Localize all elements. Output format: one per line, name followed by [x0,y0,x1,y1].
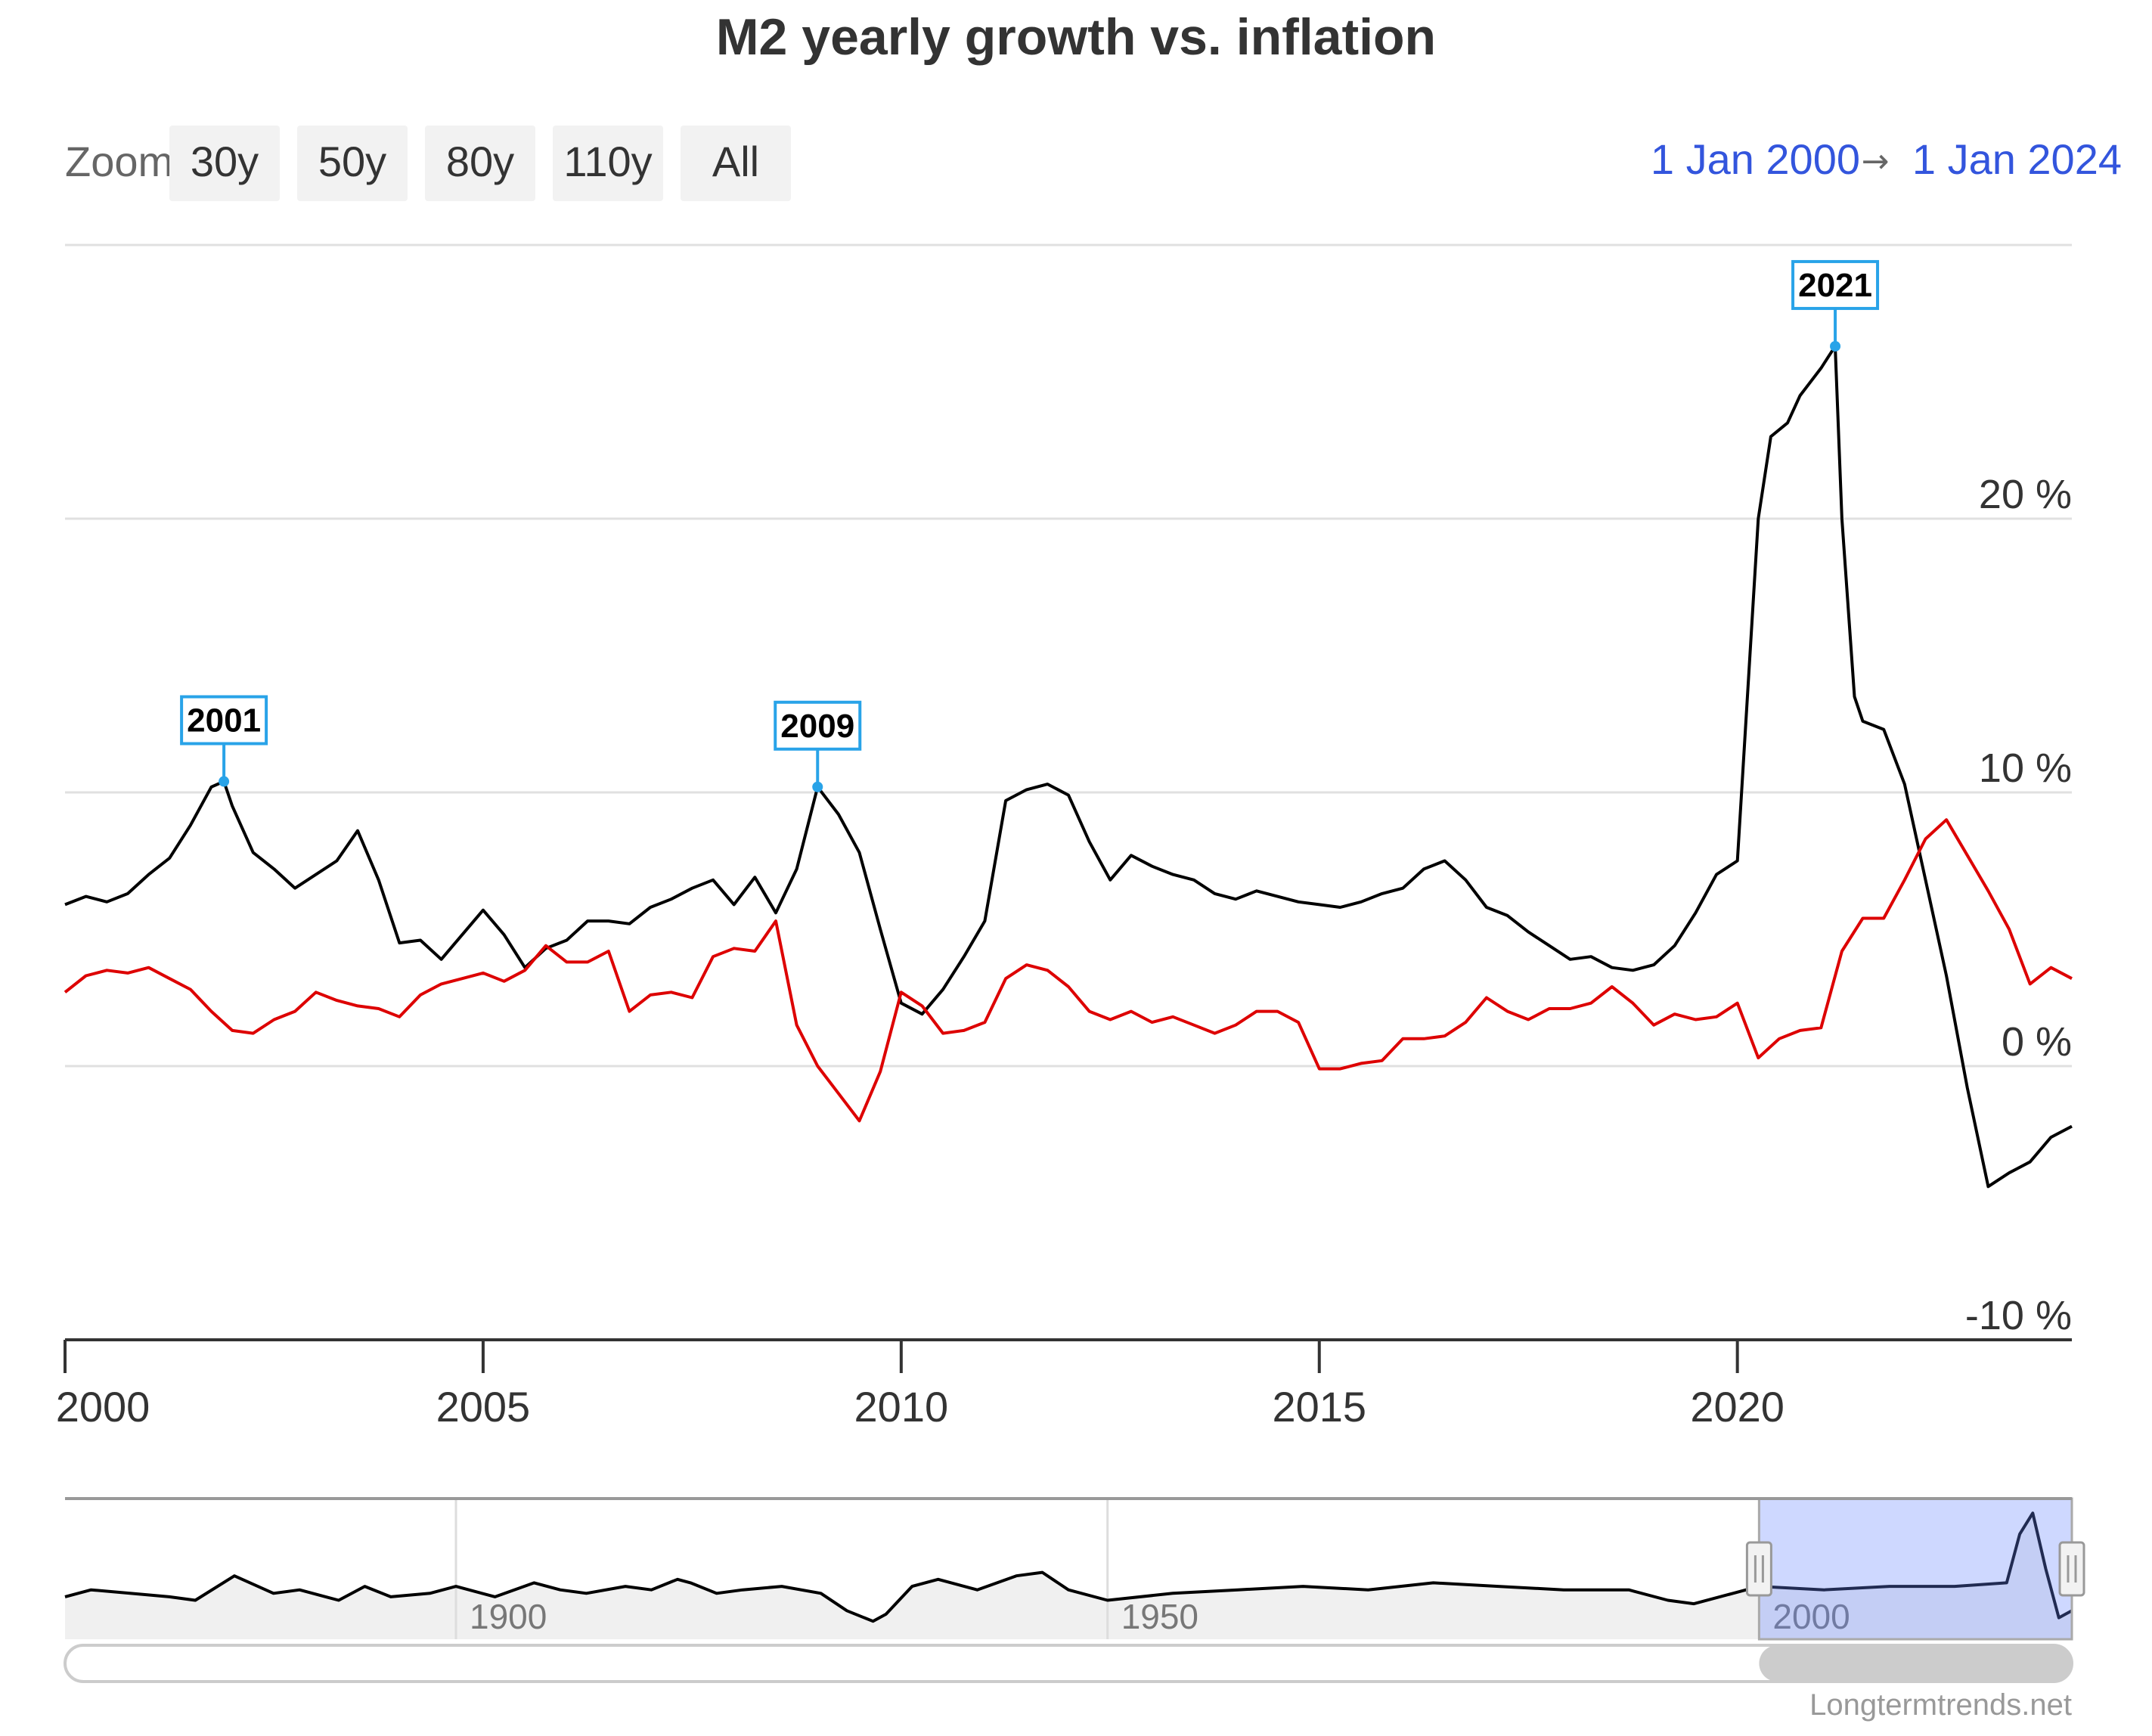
zoom-button-label: 110y [563,138,652,185]
series-m2-growth-line[interactable] [64,344,2073,1189]
zoom-button-30y[interactable]: 30y [169,126,280,201]
navigator-tick-label: 2000 [1772,1597,1850,1636]
x-tick-label: 2005 [436,1383,531,1431]
annotation-point [812,781,823,792]
annotation-label: 2021 [1798,267,1872,304]
handle-grip [2058,1541,2085,1597]
navigator-handle-left[interactable] [1745,1541,1772,1597]
range-arrow-icon: → [1862,142,1890,181]
x-tick-label: 2010 [854,1383,949,1431]
zoom-button-80y[interactable]: 80y [425,126,535,201]
credit-text[interactable]: Longtermtrends.net [1809,1688,2072,1722]
navigator-handle-right[interactable] [2058,1541,2085,1597]
annotation-point [1830,340,1841,352]
zoom-button-label: 50y [318,138,386,185]
y-axis: -10 % 0 % 10 % 20 % [1965,472,2072,1338]
navigator-tick-label: 1900 [470,1597,547,1636]
scrollbar-thumb[interactable] [1759,1645,2072,1682]
handle-grip [1745,1541,1772,1597]
range-from-date[interactable]: 1 Jan 2000 [1651,135,1860,183]
x-tick-label: 2000 [56,1383,150,1431]
y-tick-label: -10 % [1965,1293,2072,1338]
zoom-button-110y[interactable]: 110y [553,126,663,201]
annotation-flag[interactable]: 2009 [774,700,862,792]
chart-title: M2 yearly growth vs. inflation [716,8,1436,66]
grid [65,243,2072,1068]
navigator-tick-label: 1950 [1121,1597,1198,1636]
x-tick-label: 2015 [1272,1383,1366,1431]
annotation-box [1791,259,1880,310]
navigator[interactable]: 1900 1950 2000 [64,1497,2085,1641]
zoom-button-label: All [712,138,759,185]
zoom-button-label: 80y [446,138,514,185]
series-group [64,344,2073,1189]
annotation-flag[interactable]: 2001 [180,695,268,787]
zoom-label: Zoom [65,138,173,185]
annotation-label: 2001 [187,702,261,739]
x-axis: 2000 2005 2010 2015 2020 [56,1338,2072,1431]
zoom-button-label: 30y [191,138,259,185]
series-inflation-line[interactable] [64,818,2073,1123]
annotation-box [774,700,862,751]
y-tick-label: 20 % [1979,472,2072,517]
annotation-flag[interactable]: 2021 [1791,259,1880,352]
annotations: 2001 2009 2021 [180,259,1880,792]
zoom-button-50y[interactable]: 50y [297,126,408,201]
y-tick-label: 0 % [2002,1019,2072,1065]
navigator-area [65,1513,2072,1639]
zoom-button-all[interactable]: All [681,126,791,201]
annotation-label: 2009 [780,708,854,745]
y-tick-label: 10 % [1979,746,2072,791]
x-tick-label: 2020 [1690,1383,1785,1431]
navigator-selection[interactable] [1757,1497,2073,1641]
range-to-date[interactable]: 1 Jan 2024 [1912,135,2122,183]
annotation-point [219,776,230,787]
annotation-box [180,695,268,746]
